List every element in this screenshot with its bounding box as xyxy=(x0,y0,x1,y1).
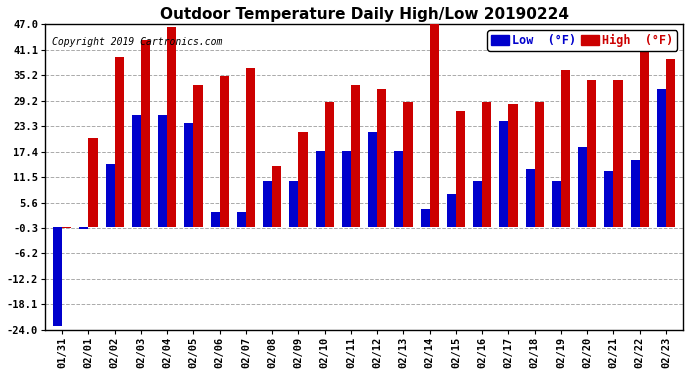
Bar xyxy=(158,115,167,226)
Bar xyxy=(237,211,246,226)
Bar xyxy=(394,152,404,226)
Bar xyxy=(263,182,273,226)
Title: Outdoor Temperature Daily High/Low 20190224: Outdoor Temperature Daily High/Low 20190… xyxy=(159,7,569,22)
Bar xyxy=(552,182,561,226)
Bar xyxy=(141,39,150,226)
Bar xyxy=(184,123,193,226)
Bar xyxy=(325,102,334,226)
Bar xyxy=(88,138,98,226)
Bar xyxy=(578,147,587,226)
Text: Copyright 2019 Cartronics.com: Copyright 2019 Cartronics.com xyxy=(52,37,222,47)
Bar xyxy=(106,164,115,226)
Bar xyxy=(79,226,88,229)
Bar xyxy=(273,166,282,226)
Bar xyxy=(368,132,377,226)
Bar xyxy=(377,89,386,226)
Bar xyxy=(473,182,482,226)
Bar xyxy=(342,152,351,226)
Bar xyxy=(246,68,255,226)
Bar xyxy=(640,39,649,226)
Bar xyxy=(509,104,518,226)
Bar xyxy=(404,102,413,226)
Bar xyxy=(447,194,456,226)
Bar xyxy=(657,89,666,226)
Bar xyxy=(526,169,535,226)
Bar xyxy=(351,85,360,226)
Bar xyxy=(561,70,570,226)
Bar xyxy=(289,182,299,226)
Bar xyxy=(299,132,308,226)
Bar xyxy=(613,80,622,226)
Bar xyxy=(535,102,544,226)
Bar xyxy=(62,226,71,228)
Bar xyxy=(587,80,596,226)
Bar xyxy=(53,226,62,326)
Bar xyxy=(132,115,141,226)
Bar xyxy=(666,59,676,226)
Bar xyxy=(193,85,203,226)
Bar xyxy=(500,121,509,226)
Bar xyxy=(604,171,613,226)
Bar xyxy=(631,160,640,226)
Bar xyxy=(456,111,465,226)
Bar xyxy=(115,57,124,226)
Bar xyxy=(315,152,325,226)
Bar xyxy=(420,209,430,226)
Bar xyxy=(219,76,229,226)
Legend: Low  (°F), High  (°F): Low (°F), High (°F) xyxy=(487,30,677,51)
Bar xyxy=(482,102,491,226)
Bar xyxy=(430,24,439,226)
Bar xyxy=(210,211,219,226)
Bar xyxy=(167,27,177,226)
